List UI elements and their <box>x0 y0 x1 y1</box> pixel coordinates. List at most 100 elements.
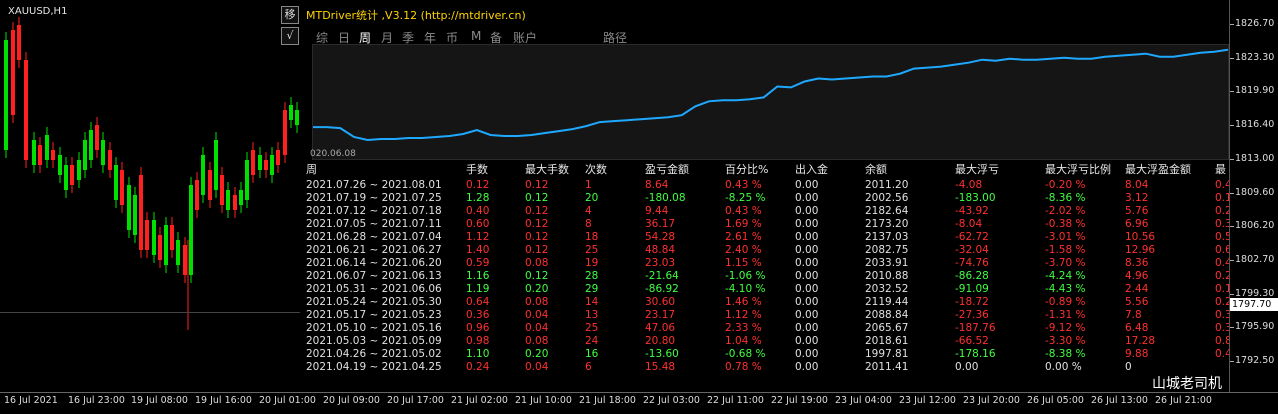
table-row[interactable]: 2021.06.28 ~ 2021.07.04 1.12 0.12 18 54.28 2.… <box>306 231 1229 244</box>
price-tick-mark <box>1230 158 1234 160</box>
header-pct[interactable]: 百分比% <box>725 163 769 176</box>
cell-max-lots: 0.20 <box>525 348 549 360</box>
cell-period: 2021.06.07 ~ 2021.06.13 <box>306 270 442 282</box>
table-row[interactable]: 2021.05.24 ~ 2021.05.30 0.64 0.08 14 30.60 1.… <box>306 296 1229 309</box>
tab-summary[interactable]: 综 <box>316 31 329 45</box>
time-tick-label: 22 Jul 03:00 <box>643 395 700 406</box>
header-max-drawdown-pct[interactable]: 最大浮亏比例 <box>1045 163 1111 176</box>
candle-body <box>220 175 224 205</box>
candle-body <box>38 145 42 165</box>
cell-balance: 2137.03 <box>865 231 909 243</box>
header-count[interactable]: 次数 <box>585 163 607 176</box>
current-price-label: 1797.70 <box>1230 298 1278 311</box>
candle-body <box>264 160 268 170</box>
tab-quarter[interactable]: 季 <box>402 31 415 45</box>
table-row[interactable]: 2021.07.12 ~ 2021.07.18 0.40 0.12 4 9.44 0.43… <box>306 205 1229 218</box>
table-row[interactable]: 2021.07.05 ~ 2021.07.11 0.60 0.12 8 36.17 1.6… <box>306 218 1229 231</box>
cell-last: 0.3 <box>1215 218 1229 230</box>
tab-year[interactable]: 年 <box>424 31 437 45</box>
tab-account[interactable]: 账户 <box>513 31 538 45</box>
price-tick-label: 1819.90 <box>1235 85 1275 97</box>
price-tick-label: 1799.30 <box>1235 287 1275 299</box>
horizontal-line[interactable] <box>0 312 300 313</box>
time-tick-label: 26 Jul 05:00 <box>1027 395 1084 406</box>
cell-balance: 2065.67 <box>865 322 909 334</box>
candle-body <box>208 170 212 200</box>
cell-max-lots: 0.12 <box>525 218 549 230</box>
cell-last: 0.4 <box>1215 257 1229 269</box>
tab-day[interactable]: 日 <box>338 31 351 45</box>
table-row[interactable]: 2021.07.26 ~ 2021.08.01 0.12 0.12 1 8.64 0.43… <box>306 179 1229 192</box>
price-tick-mark <box>1230 259 1234 261</box>
ok-button[interactable]: √ <box>281 27 299 45</box>
table-row[interactable]: 2021.05.10 ~ 2021.05.16 0.96 0.04 25 47.06 2.… <box>306 322 1229 335</box>
cell-max-dd-pct: -0.89 % <box>1045 296 1086 308</box>
tab-note[interactable]: 备 <box>490 31 503 45</box>
candle-body <box>24 60 28 160</box>
cell-flow: 0.00 <box>795 283 819 295</box>
cell-max-dd-pct: -2.02 % <box>1045 205 1086 217</box>
cell-count: 28 <box>585 270 599 282</box>
cell-pnl: 48.84 <box>645 244 676 256</box>
tab-month[interactable]: 月 <box>381 31 394 45</box>
cell-max-profit: 8.36 <box>1125 257 1149 269</box>
table-row[interactable]: 2021.06.07 ~ 2021.06.13 1.16 0.12 28 -21.64 -… <box>306 270 1229 283</box>
move-button[interactable]: 移 <box>281 6 299 24</box>
cell-last: 0.4 <box>1215 348 1229 360</box>
time-tick-label: 16 Jul 23:00 <box>68 395 125 406</box>
cell-max-lots: 0.08 <box>525 296 549 308</box>
tab-currency[interactable]: 币 <box>446 31 459 45</box>
cell-balance: 2002.56 <box>865 192 909 204</box>
header-lots[interactable]: 手数 <box>466 163 488 176</box>
table-row[interactable]: 2021.04.19 ~ 2021.04.25 0.24 0.04 6 15.48 0.7… <box>306 361 1229 374</box>
header-max-drawdown[interactable]: 最大浮亏 <box>955 163 999 176</box>
table-row[interactable]: 2021.05.03 ~ 2021.05.09 0.98 0.08 24 20.80 1.… <box>306 335 1229 348</box>
price-tick-mark <box>1230 24 1234 25</box>
table-row[interactable]: 2021.06.14 ~ 2021.06.20 0.59 0.08 19 23.03 1.… <box>306 257 1229 270</box>
candle-body <box>276 150 280 165</box>
cell-max-dd: -183.00 <box>955 192 996 204</box>
table-row[interactable]: 2021.07.19 ~ 2021.07.25 1.28 0.12 20 -180.08… <box>306 192 1229 205</box>
cell-pct: -8.25 % <box>725 192 766 204</box>
candle-body <box>245 160 249 200</box>
header-max-lots[interactable]: 最大手数 <box>525 163 569 176</box>
cell-max-lots: 0.12 <box>525 179 549 191</box>
candle-body <box>89 130 93 160</box>
tab-path[interactable]: 路径 <box>603 31 628 45</box>
cell-count: 13 <box>585 309 599 321</box>
cell-last: 0.2 <box>1215 296 1229 308</box>
cell-count: 16 <box>585 348 599 360</box>
header-week[interactable]: 周 <box>306 163 317 176</box>
cell-max-profit: 7.8 <box>1125 309 1142 321</box>
header-pnl[interactable]: 盈亏金额 <box>645 163 689 176</box>
cell-pct: -1.06 % <box>725 270 766 282</box>
header-flow[interactable]: 出入金 <box>795 163 828 176</box>
table-row[interactable]: 2021.05.17 ~ 2021.05.23 0.36 0.04 13 23.17 1.… <box>306 309 1229 322</box>
price-tick-label: 1795.90 <box>1235 321 1275 333</box>
cell-count: 8 <box>585 218 592 230</box>
candle-body <box>295 110 299 125</box>
cell-max-lots: 0.04 <box>525 309 549 321</box>
tab-week[interactable]: 周 <box>359 31 372 45</box>
cell-max-dd: -27.36 <box>955 309 989 321</box>
tab-magic[interactable]: M <box>471 29 482 43</box>
cell-max-dd-pct: -0.20 % <box>1045 179 1086 191</box>
price-tick-label: 1823.30 <box>1235 51 1275 63</box>
header-balance[interactable]: 余额 <box>865 163 887 176</box>
candle-body <box>170 225 174 250</box>
header-max-profit[interactable]: 最大浮盈金额 <box>1125 163 1191 176</box>
header-more[interactable]: 最 <box>1215 163 1226 176</box>
cell-max-profit: 9.88 <box>1125 348 1149 360</box>
candle-body <box>45 135 49 160</box>
price-chart[interactable]: XAUUSD,H1 移 √ MTDriver统计 ,V3.12 (http://… <box>0 0 1230 392</box>
candle-body <box>133 195 137 235</box>
table-row[interactable]: 2021.06.21 ~ 2021.06.27 1.40 0.12 25 48.84 2.… <box>306 244 1229 257</box>
cell-last: 0.1 <box>1215 192 1229 204</box>
cell-pct: 0.43 % <box>725 179 762 191</box>
table-row[interactable]: 2021.04.26 ~ 2021.05.02 1.10 0.20 16 -13.60 -… <box>306 348 1229 361</box>
candle-body <box>214 140 218 190</box>
cell-pct: 1.04 % <box>725 335 762 347</box>
table-row[interactable]: 2021.05.31 ~ 2021.06.06 1.19 0.20 29 -86.92 -… <box>306 283 1229 296</box>
cell-count: 1 <box>585 179 592 191</box>
cell-pct: 1.46 % <box>725 296 762 308</box>
